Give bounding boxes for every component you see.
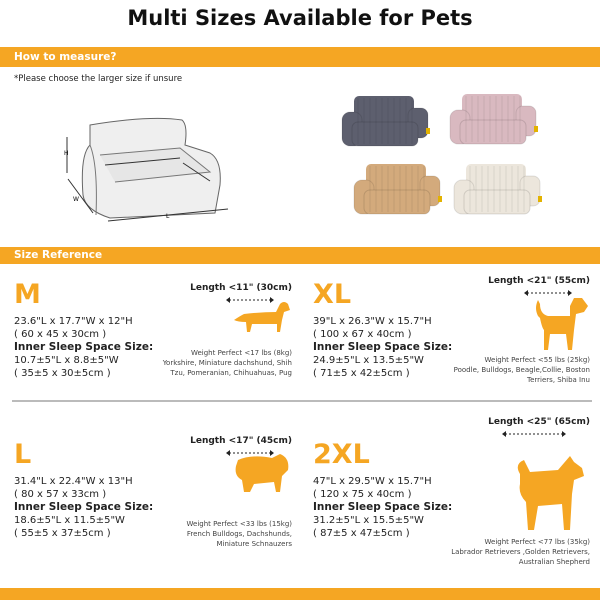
breed-list: Yorkshire, Miniature dachshund, Shih Tzu… — [162, 359, 292, 377]
weight-limit: Weight Perfect <33 lbs (15kg) — [186, 520, 292, 528]
size-reference-header: Size Reference — [0, 247, 600, 264]
sofa-variant-image — [448, 92, 540, 147]
sofa-variant-image — [352, 162, 444, 217]
pet-length-label: Length <25" (65cm) — [488, 417, 590, 427]
bulldog-icon — [232, 452, 292, 502]
inner-space-label: Inner Sleep Space Size: — [313, 341, 453, 353]
dimensions-cm: ( 120 x 75 x 40cm ) — [313, 489, 412, 500]
weight-limit: Weight Perfect <55 lbs (25kg) — [484, 356, 590, 364]
dimensions-cm: ( 100 x 67 x 40cm ) — [313, 329, 412, 340]
page-title: Multi Sizes Available for Pets — [127, 6, 473, 30]
inner-space-label: Inner Sleep Space Size: — [14, 501, 154, 513]
pet-length-label: Length <17" (45cm) — [190, 436, 292, 446]
pet-recommendation: Weight Perfect <17 lbs (8kg) Yorkshire, … — [152, 348, 292, 378]
pet-recommendation: Weight Perfect <55 lbs (25kg) Poodle, Bu… — [450, 355, 590, 385]
dimensions-in: 31.4"L x 22.4"W x 13"H — [14, 476, 133, 487]
height-label: H — [64, 150, 69, 157]
inner-space-label: Inner Sleep Space Size: — [313, 501, 453, 513]
pet-length-label: Length <21" (55cm) — [488, 276, 590, 286]
dimensions-in: 47"L x 29.5"W x 15.7"H — [313, 476, 432, 487]
size-name: M — [14, 279, 41, 310]
beagle-icon — [530, 296, 590, 356]
inner-dimensions-in: 18.6±5"L x 11.5±5"W — [14, 515, 125, 526]
sofa-variant-image — [452, 162, 544, 217]
size-name: XL — [313, 279, 352, 310]
dachshund-icon — [232, 298, 292, 342]
length-label: L — [166, 213, 170, 220]
breed-list: Labrador Retrievers ,Golden Retrievers, … — [451, 548, 590, 566]
width-label: W — [73, 196, 79, 203]
spitz-icon — [510, 454, 590, 538]
length-arrow-icon — [502, 431, 566, 437]
inner-dimensions-cm: ( 71±5 x 42±5cm ) — [313, 368, 410, 379]
inner-dimensions-in: 24.9±5"L x 13.5±5"W — [313, 355, 424, 366]
footer-bar — [0, 588, 600, 600]
dimensions-in: 39"L x 26.3"W x 15.7"H — [313, 316, 432, 327]
how-to-measure-header: How to measure? — [0, 47, 600, 67]
sofa-variant-image — [340, 94, 432, 149]
inner-dimensions-cm: ( 35±5 x 30±5cm ) — [14, 368, 111, 379]
pet-recommendation: Weight Perfect <77 lbs (35kg) Labrador R… — [450, 537, 590, 567]
length-arrow-icon — [226, 297, 274, 303]
inner-space-label: Inner Sleep Space Size: — [14, 341, 154, 353]
size-specs: 39"L x 26.3"W x 15.7"H ( 100 x 67 x 40cm… — [313, 315, 573, 380]
sofa-measure-diagram: H W L — [64, 117, 229, 222]
inner-dimensions-in: 31.2±5"L x 15.5±5"W — [313, 515, 424, 526]
weight-limit: Weight Perfect <77 lbs (35kg) — [484, 538, 590, 546]
size-name: 2XL — [313, 439, 370, 470]
dimensions-in: 23.6"L x 17.7"W x 12"H — [14, 316, 133, 327]
pet-length-label: Length <11" (30cm) — [190, 283, 292, 293]
dimensions-cm: ( 80 x 57 x 33cm ) — [14, 489, 107, 500]
size-name: L — [14, 439, 32, 470]
breed-list: Poodle, Bulldogs, Beagle,Collie, Boston … — [453, 366, 590, 384]
inner-dimensions-cm: ( 55±5 x 37±5cm ) — [14, 528, 111, 539]
weight-limit: Weight Perfect <17 lbs (8kg) — [190, 349, 292, 357]
length-arrow-icon — [226, 450, 274, 456]
size-specs: 23.6"L x 17.7"W x 12"H ( 60 x 45 x 30cm … — [14, 315, 274, 380]
inner-dimensions-cm: ( 87±5 x 47±5cm ) — [313, 528, 410, 539]
divider — [12, 400, 592, 402]
length-arrow-icon — [524, 290, 572, 296]
pet-recommendation: Weight Perfect <33 lbs (15kg) French Bul… — [152, 519, 292, 549]
size-specs: 31.4"L x 22.4"W x 13"H ( 80 x 57 x 33cm … — [14, 475, 274, 540]
size-specs: 47"L x 29.5"W x 15.7"H ( 120 x 75 x 40cm… — [313, 475, 573, 540]
inner-dimensions-in: 10.7±5"L x 8.8±5"W — [14, 355, 119, 366]
breed-list: French Bulldogs, Dachshunds, Miniature S… — [186, 530, 292, 548]
size-note: *Please choose the larger size if unsure — [14, 74, 183, 84]
dimensions-cm: ( 60 x 45 x 30cm ) — [14, 329, 107, 340]
